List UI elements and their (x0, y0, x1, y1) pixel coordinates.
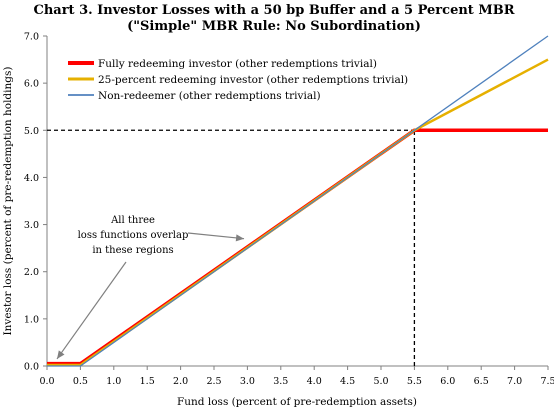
chart-title-line-2: ("Simple" MBR Rule: No Subordination) (127, 19, 421, 34)
y-tick-label: 7.0 (24, 32, 39, 43)
legend: Fully redeeming investor (other redempti… (68, 58, 408, 102)
y-tick-label: 4.0 (24, 173, 39, 184)
x-tick-label: 7.5 (540, 376, 554, 387)
annotation-line-3: in these regions (92, 245, 173, 256)
reference-lines (47, 129, 416, 366)
y-tick-label: 3.0 (24, 220, 39, 231)
x-tick-label: 6.0 (440, 376, 455, 387)
x-tick-label: 5.5 (407, 376, 422, 387)
legend-entry-2: 25-percent redeeming investor (other red… (98, 74, 408, 86)
series-line-3 (47, 35, 549, 367)
y-tick-label: 0.0 (24, 362, 39, 373)
x-tick-label: 6.5 (474, 376, 489, 387)
legend-entry-1: Fully redeeming investor (other redempti… (98, 58, 377, 70)
x-tick-label: 5.0 (373, 376, 388, 387)
series-group (47, 35, 549, 367)
x-axis-label: Fund loss (percent of pre-redemption ass… (177, 396, 417, 408)
y-tick-group: 0.0 1.0 2.0 3.0 4.0 5.0 6.0 7.0 (24, 32, 47, 373)
axes (46, 36, 548, 367)
y-tick-label: 2.0 (24, 267, 39, 278)
x-tick-label: 1.5 (140, 376, 155, 387)
annotation-arrow-lower (56, 261, 127, 360)
y-axis-label: Investor loss (percent of pre-redemption… (2, 67, 14, 336)
y-tick-label: 6.0 (24, 79, 39, 90)
annotation-line-1: All three (110, 215, 155, 226)
x-tick-label: 1.0 (106, 376, 121, 387)
annotation-arrow-upper (187, 232, 245, 242)
legend-entry-3: Non-redeemer (other redemptions trivial) (98, 90, 321, 102)
x-tick-label: 3.0 (240, 376, 255, 387)
x-tick-label: 0.0 (39, 376, 54, 387)
chart-title-line-1: Chart 3. Investor Losses with a 50 bp Bu… (33, 3, 514, 18)
x-tick-label: 7.0 (507, 376, 522, 387)
annotation: All three loss functions overlap in thes… (56, 215, 245, 360)
x-tick-label: 2.5 (206, 376, 221, 387)
x-tick-label: 4.0 (307, 376, 322, 387)
y-tick-label: 1.0 (24, 314, 39, 325)
x-tick-label: 3.5 (273, 376, 288, 387)
x-tick-label: 0.5 (73, 376, 88, 387)
x-tick-label: 2.0 (173, 376, 188, 387)
x-tick-group: 0.0 0.5 1.0 1.5 2.0 2.5 3.0 3.5 4.0 4.5 5.0 5.5 6.0 6… (39, 366, 554, 387)
y-tick-label: 5.0 (24, 126, 39, 137)
annotation-line-2: loss functions overlap (78, 230, 189, 241)
x-tick-label: 4.5 (340, 376, 355, 387)
